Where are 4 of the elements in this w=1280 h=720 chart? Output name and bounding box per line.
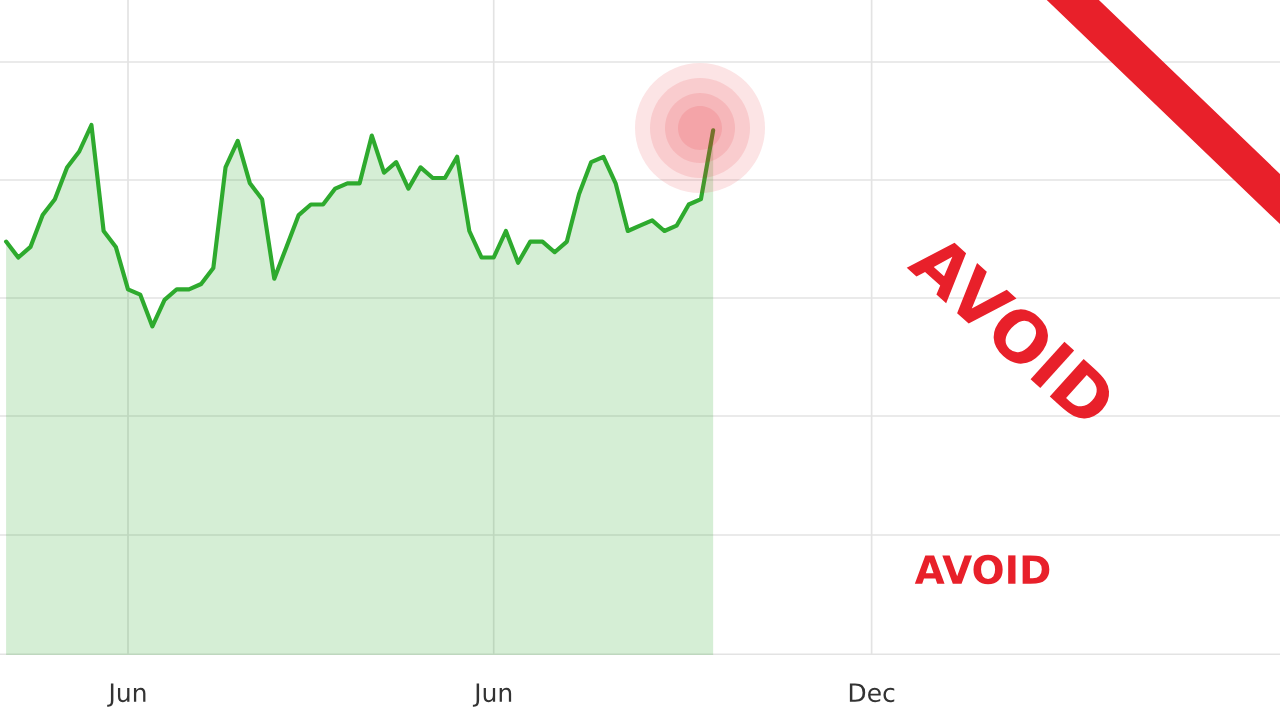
x-tick-label: Dec [849,683,895,703]
x-tick-label: Jun [107,683,146,707]
annotation: AVOID [914,554,1050,585]
x-tick-label: Jun [472,683,512,707]
